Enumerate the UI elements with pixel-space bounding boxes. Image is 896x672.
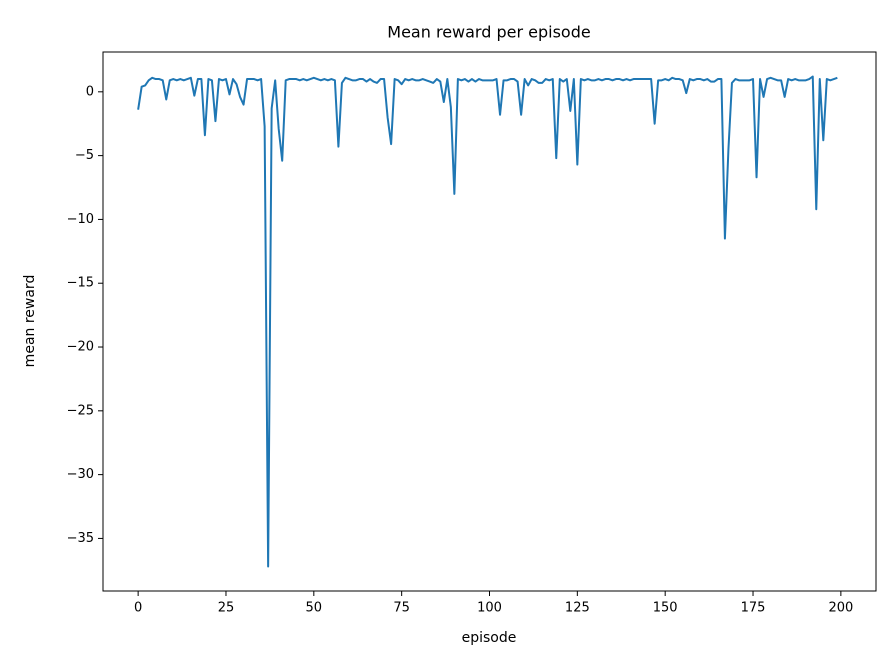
x-tick-label: 175 bbox=[741, 601, 766, 616]
x-tick-label: 75 bbox=[393, 601, 410, 616]
plot-frame bbox=[102, 51, 877, 592]
x-tick-label: 25 bbox=[218, 601, 235, 616]
y-tick-label: −10 bbox=[67, 212, 94, 227]
y-tick-label: −20 bbox=[67, 340, 94, 355]
x-tick-label: 150 bbox=[653, 601, 678, 616]
y-axis-label: mean reward bbox=[22, 275, 38, 368]
chart-title: Mean reward per episode bbox=[387, 23, 590, 42]
x-tick-label: 50 bbox=[306, 601, 323, 616]
data-line bbox=[137, 75, 838, 568]
x-tick-label: 200 bbox=[828, 601, 853, 616]
y-tick-label: −30 bbox=[67, 467, 94, 482]
x-tick-label: 125 bbox=[565, 601, 590, 616]
y-tick-label: −5 bbox=[75, 148, 94, 163]
x-axis-label: episode bbox=[462, 630, 517, 646]
y-tick-label: −15 bbox=[67, 276, 94, 291]
y-tick-label: −25 bbox=[67, 403, 94, 418]
x-tick-label: 100 bbox=[477, 601, 502, 616]
y-tick-label: 0 bbox=[86, 84, 94, 99]
x-tick-label: 0 bbox=[134, 601, 142, 616]
y-tick-label: −35 bbox=[67, 531, 94, 546]
